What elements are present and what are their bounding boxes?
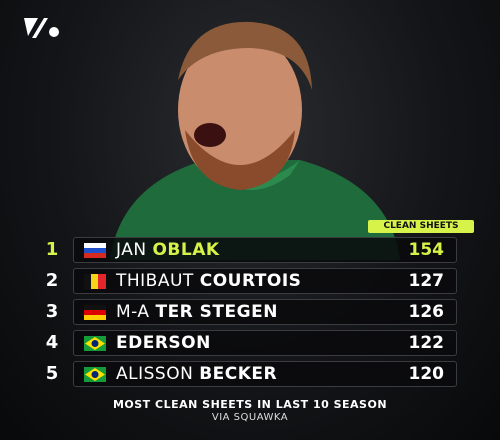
rank: 4 [45,332,59,353]
row: THIBAUT COURTOIS 127 [73,268,457,294]
flag [84,367,106,382]
flag [84,305,106,320]
last-name: EDERSON [116,333,211,353]
player-name: THIBAUT COURTOIS [116,269,301,293]
last-name: OBLAK [152,240,220,260]
value: 120 [408,364,445,384]
value: 127 [408,271,445,291]
flag [84,274,106,289]
row: ALISSON BECKER 120 [73,361,457,387]
caption: MOST CLEAN SHEETS IN LAST 10 SEASON [112,398,388,411]
flag [84,336,106,351]
source: VIA SQUAWKA [211,412,289,423]
row: EDERSON 122 [73,330,457,356]
last-name: BECKER [199,364,278,384]
player-name: EDERSON [116,331,211,355]
rank: 1 [45,239,59,260]
last-name: TER STEGEN [155,302,278,322]
first-name: THIBAUT [116,271,194,291]
value: 126 [408,302,445,322]
player-name: M-A TER STEGEN [116,300,278,324]
column-header: CLEAN SHEETS [368,220,474,233]
rank: 2 [45,270,59,291]
player-name: JAN OBLAK [116,238,220,262]
rank: 5 [45,363,59,384]
value: 154 [408,240,445,260]
first-name: JAN [116,240,147,260]
rank: 3 [45,301,59,322]
value: 122 [408,333,445,353]
row: JAN OBLAK 154 [73,237,457,263]
row: M-A TER STEGEN 126 [73,299,457,325]
player-name: ALISSON BECKER [116,362,277,386]
logo [24,18,59,38]
first-name: M-A [116,302,150,322]
flag [84,243,106,258]
last-name: COURTOIS [199,271,302,291]
first-name: ALISSON [116,364,194,384]
